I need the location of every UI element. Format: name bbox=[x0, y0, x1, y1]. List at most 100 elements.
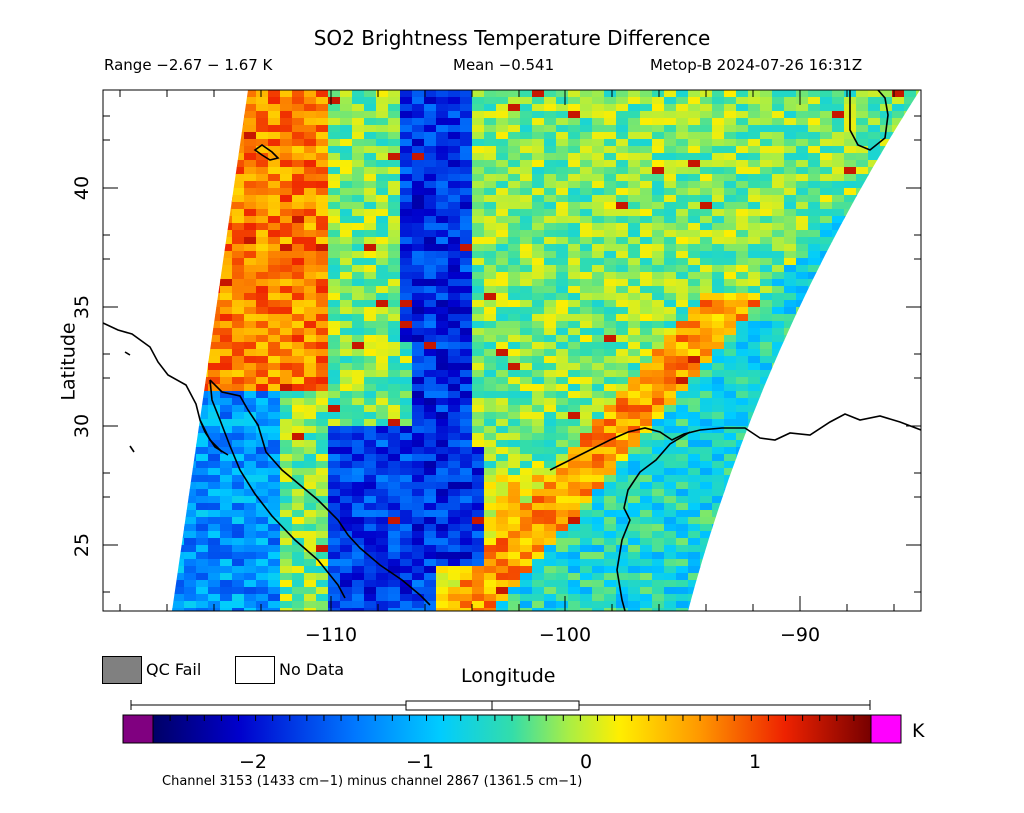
swath-cell bbox=[196, 377, 209, 385]
swath-cell bbox=[460, 328, 473, 336]
swath-cell bbox=[172, 405, 173, 413]
swath-cell bbox=[256, 223, 269, 231]
swath-cell bbox=[664, 531, 677, 539]
swath-cell bbox=[916, 118, 920, 126]
swath-cell bbox=[796, 139, 809, 147]
swath-cell bbox=[244, 139, 257, 147]
swath-cell bbox=[556, 447, 569, 455]
swath-cell bbox=[232, 545, 245, 553]
swath-cell bbox=[292, 216, 305, 224]
swath-cell bbox=[292, 559, 305, 567]
swath-cell bbox=[460, 356, 473, 364]
swath-cell bbox=[832, 230, 845, 238]
swath-cell bbox=[688, 90, 701, 98]
swath-cell bbox=[496, 286, 509, 294]
swath-cell bbox=[700, 251, 713, 259]
swath-cell bbox=[916, 524, 920, 532]
swath-cell bbox=[400, 370, 413, 378]
swath-cell bbox=[664, 538, 677, 546]
swath-cell bbox=[724, 517, 737, 525]
swath-cell bbox=[628, 489, 641, 497]
swath-cell bbox=[436, 545, 449, 553]
swath-cell bbox=[640, 90, 653, 98]
swath-cell bbox=[172, 545, 185, 553]
swath-cell bbox=[484, 524, 497, 532]
swath-cell bbox=[808, 293, 821, 301]
swath-cell bbox=[784, 223, 797, 231]
swath-cell bbox=[892, 321, 905, 329]
swath-cell bbox=[172, 475, 173, 483]
swath-cell bbox=[760, 153, 773, 161]
swath-cell bbox=[592, 258, 605, 266]
swath-cell bbox=[544, 356, 557, 364]
swath-cell bbox=[868, 167, 881, 175]
swath-cell bbox=[736, 223, 749, 231]
swath-cell bbox=[196, 510, 209, 518]
swath-cell bbox=[412, 517, 425, 525]
swath-cell bbox=[856, 188, 869, 196]
swath-cell bbox=[376, 97, 389, 105]
swath-cell bbox=[532, 97, 545, 105]
swath-cell bbox=[832, 510, 845, 518]
swath-cell bbox=[424, 580, 437, 588]
swath-cell bbox=[184, 293, 197, 301]
swath-cell bbox=[244, 608, 257, 611]
swath-cell bbox=[916, 286, 920, 294]
swath-cell bbox=[220, 468, 233, 476]
swath-cell bbox=[844, 146, 857, 154]
swath-cell bbox=[712, 559, 725, 567]
swath-cell bbox=[424, 496, 437, 504]
swath-cell bbox=[652, 111, 665, 119]
swath-cell bbox=[820, 482, 833, 490]
swath-cell bbox=[244, 433, 257, 441]
swath-cell bbox=[508, 433, 521, 441]
swath-cell bbox=[808, 468, 821, 476]
swath-cell bbox=[316, 342, 329, 350]
swath-cell bbox=[652, 335, 665, 343]
swath-cell bbox=[472, 230, 485, 238]
swath-cell bbox=[832, 594, 845, 602]
swath-cell bbox=[892, 377, 905, 385]
swath-cell bbox=[532, 132, 545, 140]
swath-cell bbox=[652, 293, 665, 301]
swath-cell bbox=[724, 209, 737, 217]
swath-cell bbox=[916, 363, 920, 371]
swath-cell bbox=[856, 510, 869, 518]
swath-cell bbox=[256, 104, 269, 112]
swath-cell bbox=[352, 202, 365, 210]
swath-cell bbox=[304, 580, 317, 588]
swath-cell bbox=[736, 503, 749, 511]
swath-cell bbox=[220, 104, 233, 112]
swath-cell bbox=[724, 503, 737, 511]
swath-cell bbox=[880, 202, 893, 210]
swath-cell bbox=[520, 545, 533, 553]
swath-cell bbox=[880, 174, 893, 182]
swath-cell bbox=[784, 314, 797, 322]
swath-cell bbox=[724, 433, 737, 441]
swath-cell bbox=[868, 566, 881, 574]
swath-cell bbox=[364, 426, 377, 434]
swath-cell bbox=[808, 559, 821, 567]
swath-cell bbox=[208, 216, 221, 224]
swath-cell bbox=[724, 524, 737, 532]
swath-cell bbox=[664, 153, 677, 161]
swath-cell bbox=[256, 363, 269, 371]
swath-cell bbox=[508, 97, 521, 105]
swath-cell bbox=[400, 440, 413, 448]
swath-cell bbox=[532, 580, 545, 588]
swath-cell bbox=[292, 90, 305, 98]
swath-cell bbox=[784, 125, 797, 133]
swath-cell bbox=[844, 181, 857, 189]
swath-cell bbox=[604, 461, 617, 469]
swath-cell bbox=[556, 356, 569, 364]
swath-cell bbox=[568, 468, 581, 476]
swath-cell bbox=[592, 496, 605, 504]
swath-cell bbox=[388, 545, 401, 553]
swath-cell bbox=[688, 426, 701, 434]
swath-cell bbox=[724, 594, 737, 602]
swath-cell bbox=[352, 517, 365, 525]
swath-cell bbox=[520, 447, 533, 455]
swath-cell bbox=[460, 398, 473, 406]
swath-cell bbox=[424, 272, 437, 280]
swath-cell bbox=[724, 377, 737, 385]
